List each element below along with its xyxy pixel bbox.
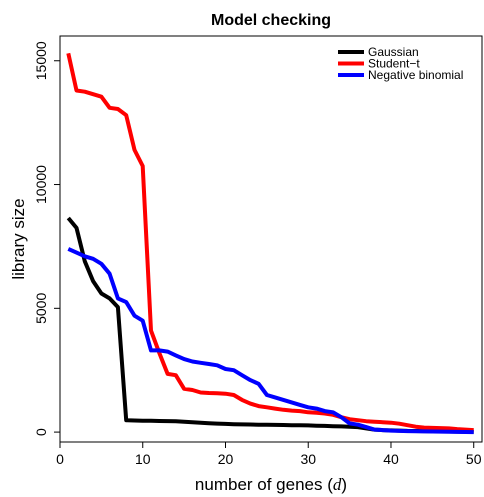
y-axis-label: library size: [9, 198, 28, 279]
x-axis-label: number of genes (d): [195, 475, 347, 494]
y-tick-label: 10000: [33, 165, 49, 204]
x-axis-label-prefix: number of genes (: [195, 475, 333, 494]
plot-frame: [59, 35, 483, 443]
series-line-negative-binomial: [67, 247, 474, 435]
series-group: [66, 52, 474, 435]
y-axis: 0 5000 10000 15000: [33, 41, 60, 436]
x-tick-label: 50: [466, 451, 482, 467]
y-tick-label: 0: [33, 428, 49, 436]
x-tick-label: 0: [56, 451, 64, 467]
y-tick-label: 15000: [33, 41, 49, 80]
series-line-gaussian: [66, 216, 474, 434]
y-tick-label: 5000: [33, 293, 49, 324]
x-axis: 0 10 20 30 40 50: [56, 442, 482, 467]
x-tick-label: 10: [135, 451, 151, 467]
x-tick-label: 20: [218, 451, 234, 467]
series-line-student-t: [66, 52, 474, 433]
x-axis-label-suffix: ): [341, 475, 347, 494]
x-axis-label-variable: d: [333, 475, 342, 494]
legend-label: Negative binomial: [368, 68, 463, 82]
legend-label: Gaussian: [368, 45, 419, 59]
x-tick-label: 30: [300, 451, 316, 467]
x-tick-label: 40: [383, 451, 399, 467]
chart-title: Model checking: [211, 12, 331, 29]
legend-label: Student−t: [368, 57, 420, 71]
